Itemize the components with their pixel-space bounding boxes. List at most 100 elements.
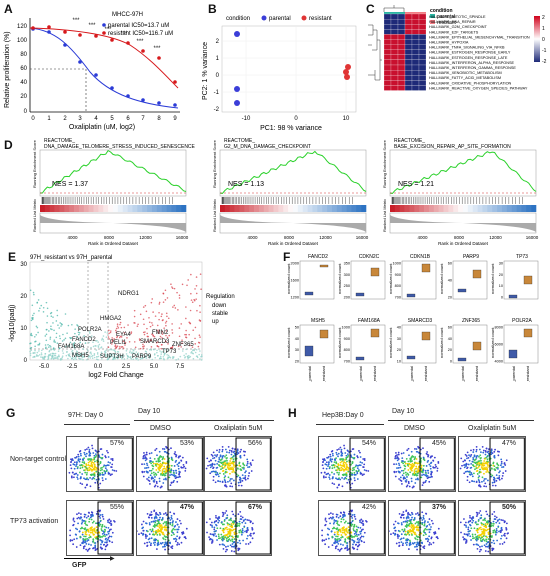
boxplot-x-category: 97H_parental xyxy=(307,366,312,382)
boxplot-x-category: 97H_resistant xyxy=(321,365,326,382)
significance-marks: *** *** *** *** *** *** xyxy=(72,18,161,52)
heatmap-cell xyxy=(404,75,413,81)
heatmap-cell xyxy=(397,24,406,30)
gsea-nes-label: NES = 1.13 xyxy=(228,181,264,188)
g-row1-label: Non-target control xyxy=(10,456,67,463)
heatmap-dendrogram xyxy=(368,5,405,81)
boxplot-y-tick: 0 xyxy=(501,296,503,300)
svg-text:FAM168A: FAM168A xyxy=(58,344,84,350)
heatmap-scale-bar xyxy=(534,16,540,62)
heatmap-cell xyxy=(411,19,420,25)
heatmap-cell xyxy=(404,49,413,55)
flow-plot xyxy=(136,436,204,492)
svg-text:0: 0 xyxy=(24,109,28,115)
heatmap-cell xyxy=(397,29,406,35)
heatmap-cell xyxy=(404,34,413,40)
boxplot-y-label: normalized count xyxy=(439,327,444,358)
svg-text:parental: parental xyxy=(269,16,291,22)
svg-text:3: 3 xyxy=(78,116,82,122)
panel-label-g: G xyxy=(6,406,16,420)
heatmap-cell xyxy=(383,75,392,81)
flow-plot xyxy=(204,500,272,556)
boxplot-y-tick: 40 xyxy=(295,337,299,341)
boxplot-y-label: normalized count xyxy=(286,327,291,358)
gsea-running-score xyxy=(389,151,537,195)
boxplot-y-tick: 250 xyxy=(344,284,350,288)
boxplot-resistant-box xyxy=(319,329,329,339)
svg-text:7.5: 7.5 xyxy=(176,364,185,370)
svg-text:60: 60 xyxy=(20,66,27,72)
svg-text:0: 0 xyxy=(294,116,298,122)
heatmap-cell xyxy=(383,64,392,71)
boxplot-y-tick: 20 xyxy=(448,348,452,352)
flow-gate xyxy=(349,501,385,555)
heatmap-row-label: HALLMARK_DNA_REPAIR xyxy=(429,20,476,24)
heatmap-cell xyxy=(383,24,392,30)
flow-percentage: 56% xyxy=(248,440,263,447)
heatmap-cell xyxy=(383,39,392,45)
g-header-dmso: DMSO xyxy=(150,425,171,432)
svg-text:0.0: 0.0 xyxy=(94,364,103,370)
gsea-title: REACTOME_ xyxy=(44,138,75,144)
volcano-title: 97H_resistant vs 97H_parental xyxy=(30,255,112,261)
gsea-x-tick: 16000 xyxy=(176,235,189,240)
svg-text:40: 40 xyxy=(20,80,27,86)
heatmap-row-label: HALLMARK_EPITHELIAL_MESENCHYMAL_TRANSITI… xyxy=(429,35,530,39)
flow-gate xyxy=(489,437,525,491)
gsea-title: G2_M_DNA_DAMAGE_CHECKPOINT xyxy=(224,144,311,150)
heatmap-condition-cell xyxy=(419,12,426,14)
boxplot-y-tick: 30 xyxy=(295,348,299,352)
boxplot-x-category: 97H_resistant xyxy=(474,365,479,382)
boxplot-parental-box xyxy=(304,291,314,296)
svg-text:-1: -1 xyxy=(214,90,220,96)
gsva-heatmap: condition parental resistant 2 1 0 -1 -2… xyxy=(368,5,547,91)
heatmap-cell xyxy=(404,54,413,60)
boxplot-y-tick: 1600 xyxy=(291,279,299,283)
flow-percentage: 53% xyxy=(180,440,195,447)
heatmap-cell xyxy=(390,59,399,66)
svg-text:up: up xyxy=(212,319,219,325)
pca-y-label: PC2: 1 % variance xyxy=(202,42,209,100)
heatmap-cell xyxy=(418,69,427,76)
svg-text:-10: -10 xyxy=(242,116,251,122)
svg-text:SMARCD3: SMARCD3 xyxy=(140,339,170,345)
flow-gate xyxy=(97,437,133,491)
heatmap-cell xyxy=(390,44,399,50)
gfp-axis-label: GFP xyxy=(72,562,87,569)
flow-percentage: 45% xyxy=(432,440,447,447)
gsea-y-label: Running Enrichment Score xyxy=(382,139,387,188)
heatmap-row-label: HALLMARK_TNFA_SIGNALING_VIA_NFKB xyxy=(429,46,505,50)
gsea-x-tick: 4000 xyxy=(67,235,78,240)
svg-text:MHCC-97H: MHCC-97H xyxy=(112,12,143,18)
heatmap-cell xyxy=(411,75,420,81)
boxplot-gene-name: ZNF365 xyxy=(462,318,480,324)
pca-x-ticks: -10 0 10 xyxy=(242,116,350,122)
boxplot-y-tick: 200 xyxy=(344,296,350,300)
svg-text:Regulation: Regulation xyxy=(206,294,235,300)
heatmap-condition-cell xyxy=(405,12,412,14)
flow-percentage: 50% xyxy=(502,504,517,511)
heatmap-cell xyxy=(404,64,413,71)
flow-plot xyxy=(66,500,134,556)
svg-text:2.5: 2.5 xyxy=(122,364,131,370)
boxplot-y-tick: 30 xyxy=(499,262,503,266)
flow-plot xyxy=(388,500,456,556)
flow-gate xyxy=(235,501,271,555)
svg-text:1: 1 xyxy=(47,116,51,122)
svg-text:5.0: 5.0 xyxy=(150,364,159,370)
svg-text:MSH5: MSH5 xyxy=(72,353,89,359)
boxplot: ZNF365 0 20 40 60 97H_parental 97H_resistant no… xyxy=(439,318,488,382)
boxplot-y-tick: 20 xyxy=(397,348,401,352)
parental-curve xyxy=(29,27,179,109)
gsea-plots: REACTOME_DNA_DAMAGE_TELOMERE_STRESS_INDU… xyxy=(32,138,539,246)
gsea-x-tick: 8000 xyxy=(454,235,465,240)
heatmap-cell xyxy=(390,49,399,55)
svg-text:30: 30 xyxy=(20,262,27,268)
heatmap-grid xyxy=(383,12,427,91)
pca-resistant-points xyxy=(343,64,351,80)
panel-label-a: A xyxy=(4,2,13,16)
h-header-day0: Hep3B:Day 0 xyxy=(322,412,364,419)
svg-text:0: 0 xyxy=(216,73,220,79)
boxplot-y-label: normalized count xyxy=(490,263,495,294)
